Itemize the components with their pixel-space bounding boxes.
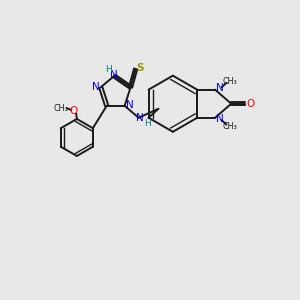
Text: N: N <box>92 82 100 92</box>
Text: S: S <box>137 63 144 73</box>
Text: N: N <box>216 114 224 124</box>
Text: CH₃: CH₃ <box>223 122 237 130</box>
Text: N: N <box>110 70 117 80</box>
Text: CH₃: CH₃ <box>54 104 69 113</box>
Text: H: H <box>105 65 112 74</box>
Text: H: H <box>144 118 151 127</box>
Text: O: O <box>70 106 78 116</box>
Text: N: N <box>136 113 144 123</box>
Text: CH₃: CH₃ <box>223 77 237 86</box>
Text: N: N <box>125 100 133 110</box>
Text: N: N <box>216 83 224 94</box>
Text: O: O <box>246 99 254 109</box>
